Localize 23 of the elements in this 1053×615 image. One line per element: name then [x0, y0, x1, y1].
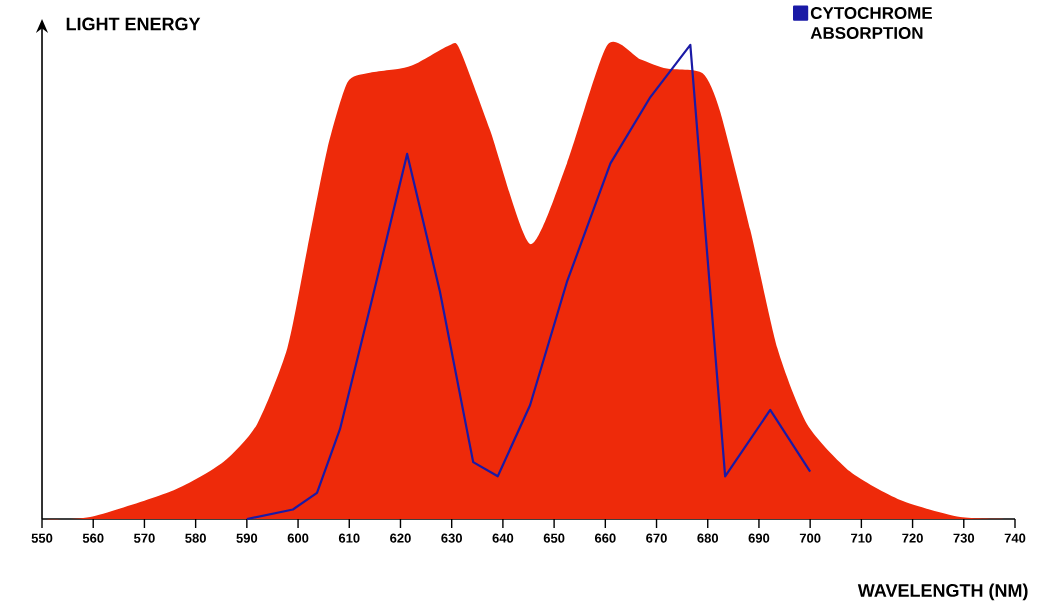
x-tick-label: 580 — [185, 533, 206, 543]
x-tick-label: 600 — [287, 533, 309, 543]
x-tick-label: 590 — [236, 533, 258, 543]
x-tick-label: 710 — [851, 533, 872, 543]
y-axis-title: LIGHT ENERGY — [66, 17, 201, 31]
legend-label: CYTOCHROME ABSORPTION — [810, 6, 933, 39]
x-tick-label: 740 — [1004, 533, 1026, 543]
x-tick-label: 660 — [594, 533, 616, 543]
x-tick-label: 720 — [902, 533, 923, 543]
x-tick-label: 630 — [441, 533, 462, 543]
x-tick-label: 640 — [492, 533, 514, 543]
x-tick-label: 730 — [953, 533, 975, 543]
x-tick-label: 610 — [338, 533, 360, 543]
x-tick-label: 650 — [543, 533, 565, 543]
x-tick-label: 700 — [799, 533, 821, 543]
x-tick-label: 680 — [697, 533, 719, 543]
x-tick-label: 670 — [646, 533, 667, 543]
x-tick-label: 570 — [133, 533, 155, 543]
x-axis-title: WAVELENGTH (NM) — [857, 583, 1028, 601]
x-tick-label: 550 — [31, 533, 53, 543]
x-tick-label: 690 — [748, 533, 770, 543]
x-tick-label: 560 — [82, 533, 104, 543]
x-tick-label: 620 — [390, 533, 411, 543]
